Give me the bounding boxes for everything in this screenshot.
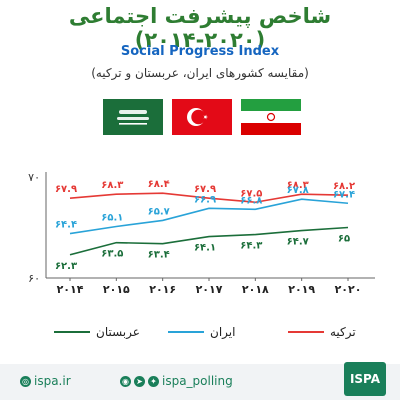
turkey-flag bbox=[172, 99, 232, 135]
data-label: ۶۷.۴ bbox=[333, 189, 355, 200]
iran-flag bbox=[241, 99, 301, 135]
data-label: ۶۵.۷ bbox=[148, 206, 170, 217]
data-label: ۶۷.۹ bbox=[55, 184, 77, 195]
data-label: ۶۴.۱ bbox=[194, 243, 216, 254]
twitter-icon: ✦ bbox=[148, 376, 159, 387]
series-line-0 bbox=[69, 192, 349, 204]
data-label: ۶۴.۴ bbox=[55, 220, 77, 231]
data-label: ۶۸.۳ bbox=[287, 180, 309, 191]
social-handle[interactable]: ◉ ➤ ✦ ispa_polling bbox=[120, 374, 233, 388]
legend-label-turkey: ترکیه bbox=[330, 325, 356, 339]
data-label: ۶۵ bbox=[338, 234, 350, 245]
data-label: ۶۸.۲ bbox=[333, 181, 355, 192]
data-label: ۶۸.۴ bbox=[148, 179, 170, 190]
data-label: ۶۶.۸ bbox=[240, 195, 262, 206]
website-url: ispa.ir bbox=[34, 374, 71, 388]
data-label: ۶۴.۷ bbox=[287, 237, 309, 248]
x-tick-label: ۲۰۲۰ bbox=[335, 283, 362, 296]
data-label: ۶۷.۹ bbox=[194, 184, 216, 195]
x-tick-label: ۲۰۱۴ bbox=[57, 283, 84, 296]
instagram-icon: ◉ bbox=[120, 376, 131, 387]
ispa-logo: ISPA bbox=[344, 362, 386, 396]
legend-label-saudi: عربستان bbox=[96, 325, 140, 339]
data-label: ۶۸.۳ bbox=[101, 180, 123, 191]
data-label: ۶۵.۱ bbox=[101, 212, 123, 223]
chart-title: شاخص پیشرفت اجتماعی (۲۰۲۰-۲۰۱۴) bbox=[68, 4, 332, 52]
x-tick-label: ۲۰۱۵ bbox=[103, 283, 130, 296]
data-label: ۶۴.۳ bbox=[240, 241, 262, 252]
data-label: ۶۷.۸ bbox=[287, 185, 309, 196]
data-label: ۶۲.۳ bbox=[55, 261, 77, 272]
y-tick-label: ۶۰ bbox=[28, 272, 40, 285]
y-tick-label: ۷۰ bbox=[28, 171, 40, 184]
series-line-2 bbox=[69, 226, 349, 256]
data-label: ۶۳.۴ bbox=[148, 250, 170, 261]
legend-item-saudi: عربستان bbox=[54, 325, 140, 339]
data-label: ۶۳.۵ bbox=[101, 249, 123, 260]
globe-icon: ◎ bbox=[20, 376, 31, 387]
series-line-1 bbox=[69, 198, 349, 235]
x-tick-label: ۲۰۱۷ bbox=[196, 283, 223, 296]
website-link[interactable]: ◎ ispa.ir bbox=[20, 374, 71, 388]
chart-subtitle: Social Progress Index bbox=[120, 44, 280, 59]
data-label: ۶۶.۹ bbox=[194, 194, 216, 205]
chart-subtitle-persian: (مقایسه کشورهای ایران، عربستان و ترکیه) bbox=[91, 66, 309, 80]
saudi-arabia-flag bbox=[103, 99, 163, 135]
legend-item-turkey: ترکیه bbox=[288, 325, 356, 339]
x-tick-label: ۲۰۱۸ bbox=[242, 283, 269, 296]
legend-label-iran: ایران bbox=[210, 325, 236, 339]
telegram-icon: ➤ bbox=[134, 376, 145, 387]
social-handle-text: ispa_polling bbox=[162, 374, 233, 388]
legend-swatch-iran bbox=[168, 331, 204, 333]
x-tick-label: ۲۰۱۶ bbox=[149, 283, 176, 296]
legend-swatch-turkey bbox=[288, 331, 324, 333]
legend-item-iran: ایران bbox=[168, 325, 235, 339]
x-tick-label: ۲۰۱۹ bbox=[288, 283, 315, 296]
footer-bar: ◎ ispa.ir ◉ ➤ ✦ ispa_polling bbox=[0, 364, 400, 400]
line-chart: ۶۰ ۷۰ ۲۰۱۴ ۲۰۱۵ ۲۰۱۶ ۲۰۱۷ ۲۰۱۸ ۲۰۱۹ ۲۰۲۰ ۶۷.۹ ۶۸… bbox=[28, 171, 375, 296]
data-label: ۶۷.۵ bbox=[240, 188, 262, 199]
legend-swatch-saudi bbox=[54, 331, 90, 333]
